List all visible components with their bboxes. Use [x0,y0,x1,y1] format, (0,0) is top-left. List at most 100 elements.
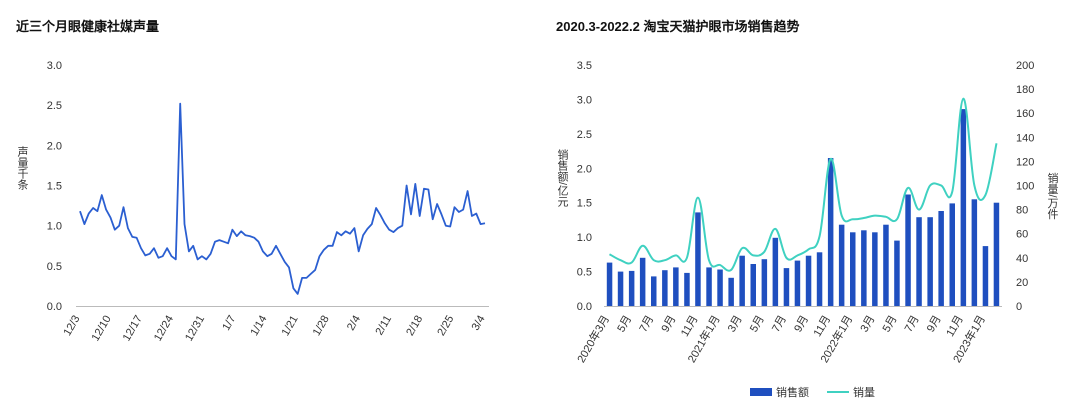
bar [651,276,657,306]
x-tick-label: 3月 [859,314,878,335]
bar [772,237,779,306]
x-tick-label: 1/28 [311,314,332,339]
x-tick-label: 1/14 [248,314,269,339]
bar [927,217,933,306]
bar [827,158,834,306]
y-tick-label: 1.0 [47,221,62,233]
x-tick-label: 5月 [615,314,634,335]
y2-axis-label: 销量/万件 [1046,171,1059,220]
bar [783,268,790,306]
y-axis-label: 声量千条 [16,145,29,190]
right-combo-chart: 0.0 0.5 1.0 1.5 2.0 2.5 3.0 3.5 0 20 40 60 80 100 120 1… [556,60,1059,365]
bar [838,224,845,306]
x-tick-label: 7月 [637,314,656,335]
y2-tick-label: 0 [1016,301,1022,313]
x-tick-label: 2/4 [345,314,363,333]
bar [905,194,911,306]
x-tick-label: 3月 [726,314,745,335]
y-tick-label: 0.5 [577,267,592,279]
y2-tick-label: 60 [1016,229,1028,241]
bar [883,224,889,306]
bar [695,212,701,306]
y-tick-label: 3.0 [577,94,592,106]
y-axis-label: 销售额/亿元 [556,148,569,207]
y2-tick-label: 80 [1016,205,1028,217]
x-tick-label: 7月 [903,314,922,335]
bar [872,232,878,306]
bar [805,255,812,306]
bar [606,262,613,306]
legend-item-sales-volume: 销量 [827,384,875,400]
x-tick-label: 9月 [792,314,811,335]
x-tick-label: 7月 [770,314,789,335]
y2-tick-label: 180 [1016,84,1034,96]
y-tick-label: 1.5 [47,181,62,193]
right-chart-panel: 2020.3-2022.2 淘宝天猫护眼市场销售趋势 0.0 0.5 1.0 1.5 2… [540,0,1080,406]
bar [673,267,679,306]
bar [993,202,1000,306]
bar [728,277,734,306]
bar [960,109,967,306]
x-tick-label: 3/4 [470,314,488,333]
x-tick-label: 12/17 [121,314,145,344]
bar [816,252,823,306]
y-tick-label: 1.0 [577,232,592,244]
bar [761,259,768,306]
x-tick-label: 11月 [944,314,966,339]
x-tick-label: 12/3 [61,314,82,339]
legend-label-sales-volume: 销量 [853,387,875,399]
bar [717,269,723,306]
bar [850,232,856,306]
bar [938,211,944,306]
right-chart-legend: 销售额 销量 [750,384,875,400]
series-line [79,102,486,295]
x-tick-label: 9月 [660,314,679,335]
right-chart-title: 2020.3-2022.2 淘宝天猫护眼市场销售趋势 [556,19,800,34]
bar [628,270,635,306]
x-tick-label: 1/7 [220,314,238,333]
legend-label-sales-amount: 销售额 [776,387,809,399]
bar [916,217,922,306]
y2-tick-label: 40 [1016,253,1028,265]
bar [739,255,745,306]
x-tick-label: 9月 [925,314,944,335]
x-tick-label: 2/11 [373,314,394,338]
y2-tick-label: 200 [1016,60,1034,72]
bar [971,199,978,306]
x-tick-label: 11月 [679,314,701,339]
y-tick-label: 0.0 [577,301,592,313]
y-tick-label: 3.5 [577,60,592,72]
bar [684,272,690,306]
x-tick-label: 1/21 [280,314,301,339]
y-tick-label: 1.5 [577,198,592,210]
y-tick-label: 2.5 [47,100,62,112]
x-tick-label: 12/24 [152,314,176,344]
x-tick-label: 2/18 [404,314,425,339]
y2-tick-label: 100 [1016,181,1034,193]
bar [794,260,801,306]
left-chart-title: 近三个月眼健康社媒声量 [16,19,160,34]
y2-tick-label: 120 [1016,156,1034,168]
legend-swatch-bar [750,388,772,396]
y-tick-label: 2.5 [577,129,592,141]
left-line-chart: 0.0 0.5 1.0 1.5 2.0 2.5 3.0 声量千条 12/3 12/10 12/17 1… [16,60,489,344]
y-tick-label: 0.5 [47,261,62,273]
y-tick-label: 3.0 [47,60,62,72]
y2-tick-label: 160 [1016,108,1034,120]
series-line-volume [609,97,998,272]
legend-item-sales-amount: 销售额 [750,384,809,400]
x-tick-label: 5月 [881,314,900,335]
bar [861,230,867,306]
legend-swatch-line [827,391,849,393]
bar [894,240,900,306]
x-tick-label: 2/25 [435,314,456,339]
bar [982,246,989,306]
bar [949,203,955,306]
bar [750,264,756,306]
x-tick-label: 12/10 [90,314,114,344]
y-tick-label: 0.0 [47,301,62,313]
x-tick-label: 5月 [748,314,767,335]
bar [639,257,646,306]
bar [662,270,668,306]
x-tick-label: 11月 [812,314,834,339]
